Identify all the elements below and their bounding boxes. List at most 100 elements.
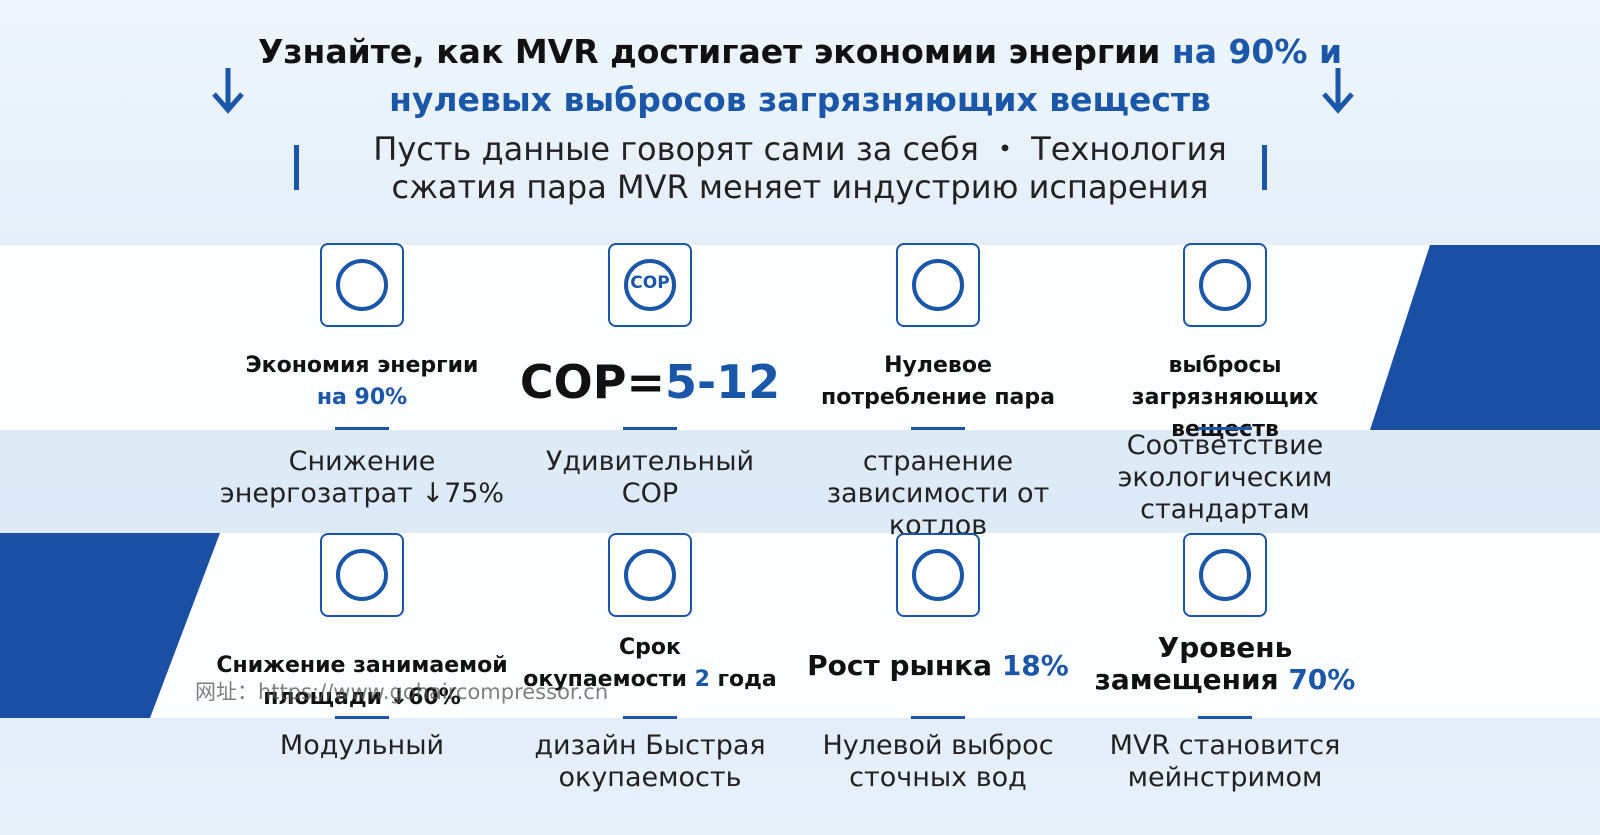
icon: COP (608, 243, 692, 327)
heading-line: выбросы (1075, 350, 1375, 382)
heading-part: Экономия энергии (245, 353, 479, 378)
description-line: сточных вод (849, 762, 1027, 793)
watermark: 网址：https://www.gohaircompressor.cn (195, 680, 609, 704)
title-part: на 90% и (1171, 32, 1343, 71)
divider (335, 427, 389, 430)
divider (335, 716, 389, 719)
icon-glyph (912, 259, 964, 311)
icon-label: COP (630, 273, 670, 293)
title-part: Узнайте, как MVR достигает экономии энер… (257, 32, 1172, 71)
description-line: мейнстримом (1127, 762, 1323, 793)
description-line: Модульный (279, 730, 445, 761)
card-heading: Экономия энергии на 90% (212, 350, 512, 414)
card: Экономия энергии на 90% (212, 350, 512, 414)
card-heading: Нулевое потребление пара (788, 350, 1088, 414)
icon (1183, 243, 1267, 327)
heading-line: Нулевое (788, 350, 1088, 382)
icon-glyph (336, 259, 388, 311)
icon-glyph (912, 549, 964, 601)
heading-part: 2 (694, 667, 710, 692)
heading-part: на 90% (316, 385, 408, 410)
card-heading: COP=5-12 (500, 352, 800, 412)
description-line: дизайн Быстрая (534, 730, 766, 761)
subtitle-line: Пусть данные говорят сами за себя ・ Техн… (373, 130, 1227, 168)
heading-line: окупаемости 2 года (500, 664, 800, 696)
card-heading: Уровень замещения 70% (1075, 632, 1375, 696)
card-description: Удивительный COP (490, 446, 810, 510)
card: Нулевое потребление пара (788, 350, 1088, 414)
card: COP=5-12 (500, 352, 800, 412)
icon (320, 533, 404, 617)
divider (623, 427, 677, 430)
icon (608, 533, 692, 617)
card-heading: Рост рынка 18% (788, 650, 1088, 682)
heading-line: Срок (500, 632, 800, 664)
heading-part: окупаемости (523, 667, 695, 692)
card-description: дизайн Быстрая окупаемость (490, 730, 810, 794)
card-description: Нулевой выброс сточных вод (778, 730, 1098, 794)
heading-line: Экономия энергии (212, 350, 512, 382)
card: Уровень замещения 70% (1075, 632, 1375, 696)
heading-line: потребление пара (788, 382, 1088, 414)
icon (1183, 533, 1267, 617)
description-line: странение (862, 446, 1014, 477)
divider (1198, 427, 1252, 430)
heading-line: Рост рынка 18% (788, 650, 1088, 682)
card: Рост рынка 18% (788, 650, 1088, 682)
heading-part: 5-12 (665, 355, 781, 409)
heading-part: выбросы (1168, 353, 1282, 378)
description-line: стандартам (1140, 494, 1310, 525)
subtitle-line: сжатия пара MVR меняет индустрию испарен… (391, 168, 1209, 206)
heading-part: Срок (619, 635, 681, 660)
heading-line: Снижение занимаемой (212, 650, 512, 682)
heading-part: Нулевое (884, 353, 992, 378)
heading-part: Снижение занимаемой (216, 653, 508, 678)
description-line: энергозатрат ↓75% (219, 478, 505, 509)
icon (320, 243, 404, 327)
heading-part: COP= (519, 355, 665, 409)
card-description: Соответствие экологическим стандартам (1065, 430, 1385, 526)
card-heading: Срок окупаемости 2 года (500, 632, 800, 696)
subtitle: Пусть данные говорят сами за себя ・ Техн… (0, 130, 1600, 206)
description-line: MVR становится (1109, 730, 1341, 761)
card-heading: Снижение занимаемой площади ↓60% (212, 650, 512, 714)
card-description: Модульный (202, 730, 522, 762)
card: Срок окупаемости 2 года (500, 632, 800, 696)
icon-glyph (1199, 259, 1251, 311)
icon-glyph (1199, 549, 1251, 601)
heading-part: Уровень (1157, 631, 1293, 664)
description-line: окупаемость (558, 762, 742, 793)
icon-glyph (624, 259, 676, 311)
heading-line: замещения 70% (1075, 664, 1375, 696)
heading-part: замещения (1094, 663, 1289, 696)
card-description: Снижение энергозатрат ↓75% (202, 446, 522, 510)
heading-part: года (709, 667, 777, 692)
heading-line: Уровень (1075, 632, 1375, 664)
card-description: странение зависимости от котлов (778, 446, 1098, 542)
icon-glyph (624, 549, 676, 601)
icon-glyph (336, 549, 388, 601)
description-line: COP (621, 478, 679, 509)
heading-part: 18% (1001, 649, 1069, 682)
heading-line: площади ↓60% (212, 682, 512, 714)
heading-part: площади ↓60% (263, 685, 461, 710)
description-line: Удивительный (545, 446, 755, 477)
heading-part: потребление пара (821, 385, 1055, 410)
description-line: Соответствие (1126, 430, 1324, 461)
divider (1198, 716, 1252, 719)
description-line: Снижение (288, 446, 436, 477)
description-line: экологическим (1117, 462, 1333, 493)
divider (911, 716, 965, 719)
divider (623, 716, 677, 719)
icon (896, 243, 980, 327)
heading-part: Рост рынка (807, 649, 1002, 682)
description-line: Нулевой выброс (822, 730, 1054, 761)
divider (911, 427, 965, 430)
title: Узнайте, как MVR достигает экономии энер… (0, 32, 1600, 71)
icon (896, 533, 980, 617)
title-line: нулевых выбросов загрязняющих веществ (389, 80, 1211, 119)
card: Снижение занимаемой площади ↓60% (212, 650, 512, 714)
heading-part: 70% (1288, 663, 1356, 696)
heading-line: COP=5-12 (500, 352, 800, 412)
